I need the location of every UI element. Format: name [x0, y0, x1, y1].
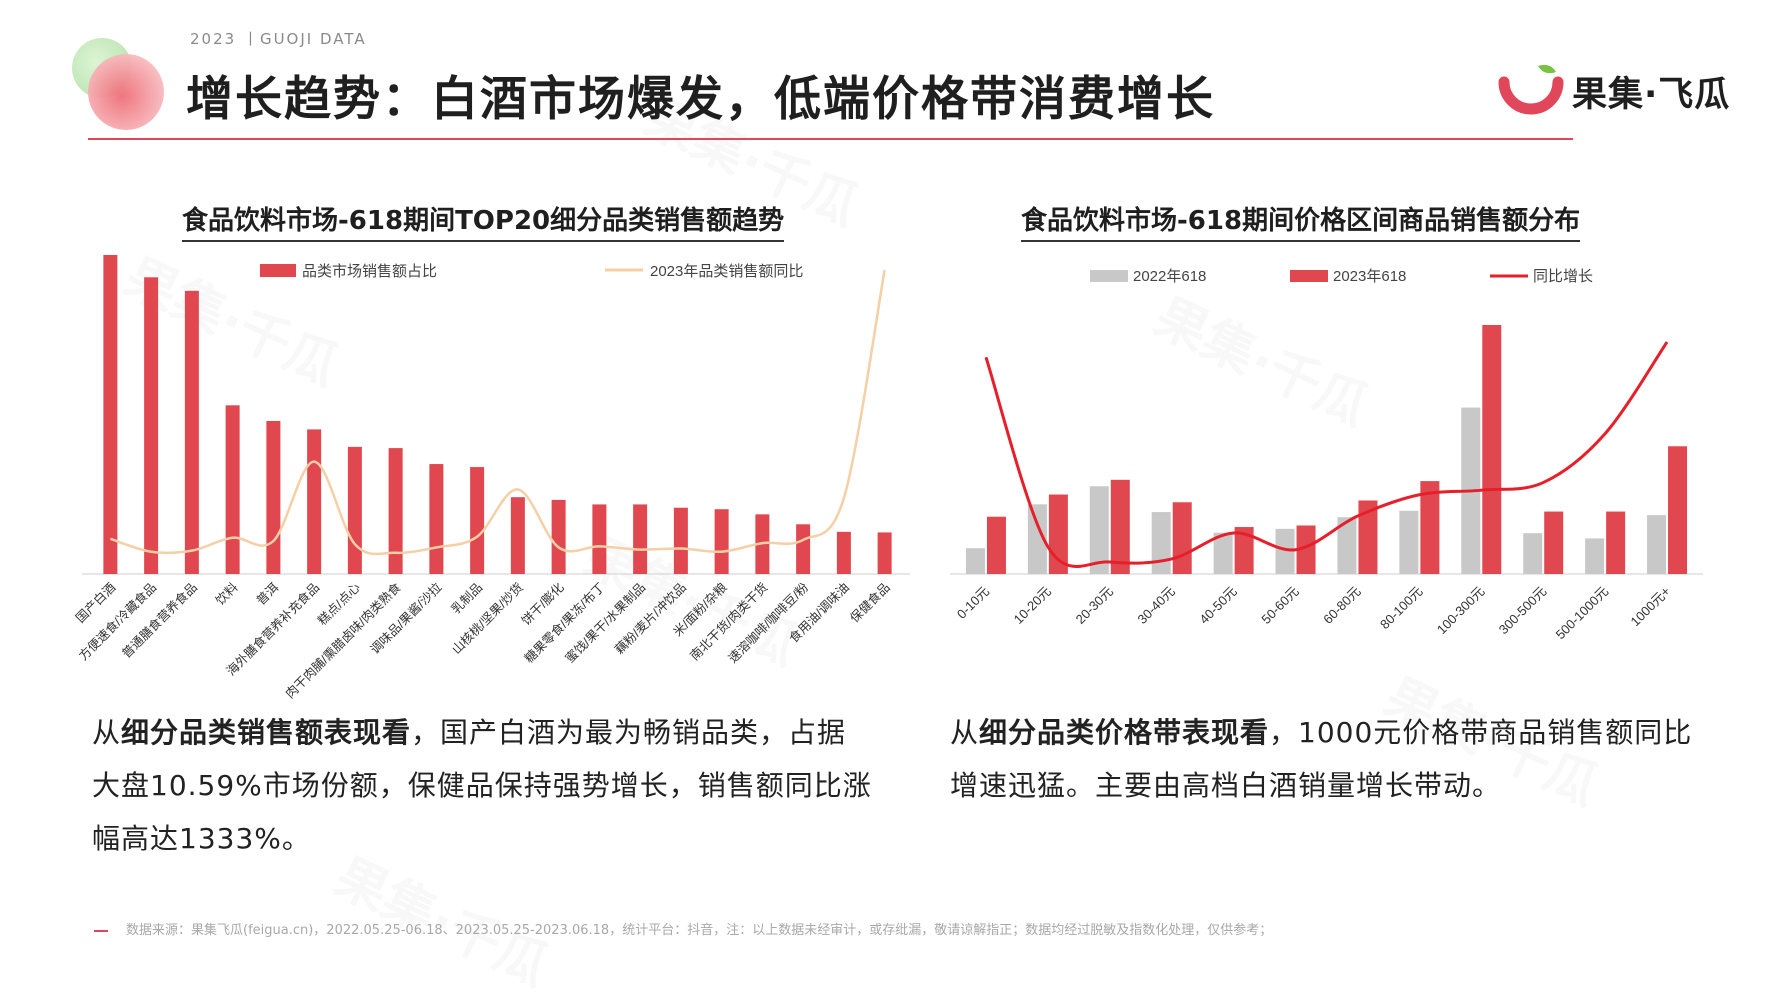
legend-label-yoy: 2023年品类销售额同比	[650, 263, 803, 280]
source-footnote: 数据来源：果集飞瓜(feigua.cn)，2022.05.25-06.18、20…	[94, 919, 1272, 938]
x-tick-label: 1000元+	[1628, 584, 1674, 630]
x-tick-label: 30-40元	[1135, 584, 1178, 627]
decorative-circle-red	[88, 54, 164, 130]
x-tick-label: 20-30元	[1073, 584, 1116, 627]
bar-2022	[1213, 532, 1233, 574]
bar-2022	[1027, 504, 1047, 574]
summary-text: ，国产白酒为最为畅销品类，占据大盘10.59%市场份额，保健品保持强势增长，销售…	[92, 716, 872, 855]
bar-2023	[1110, 479, 1130, 574]
bar-share	[388, 448, 403, 574]
line-yoy	[109, 269, 886, 556]
bar-2023	[1606, 511, 1626, 574]
bar-share	[673, 507, 688, 574]
bar-2023	[1668, 446, 1688, 574]
bar-2023	[1358, 500, 1378, 574]
bar-2022	[1089, 486, 1109, 574]
bar-share	[307, 429, 322, 574]
bar-share	[877, 532, 892, 574]
legend-label-share: 品类市场销售额占比	[302, 263, 437, 280]
bar-share	[225, 405, 240, 574]
bar-2023	[1544, 511, 1564, 574]
bar-2022	[1275, 528, 1295, 574]
bar-2023	[1420, 481, 1440, 574]
bar-2023	[1296, 525, 1316, 574]
bar-2022	[1523, 533, 1543, 574]
bar-share	[144, 277, 159, 574]
logo-icon	[1498, 64, 1564, 115]
bar-2022	[1151, 512, 1171, 574]
summary-emphasis: 细分品类销售额表现看	[121, 716, 412, 749]
bar-2022	[1647, 515, 1667, 574]
bar-share	[510, 497, 525, 574]
summary-emphasis: 细分品类价格带表现看	[979, 716, 1270, 749]
legend-swatch-share	[260, 264, 296, 277]
page-title: 增长趋势：白酒市场爆发，低端价格带消费增长	[186, 72, 1215, 127]
x-tick-label: 10-20元	[1011, 584, 1054, 627]
summary-text: 从	[92, 716, 122, 749]
price-summary: 从细分品类价格带表现看，1000元价格带商品销售额同比增速迅猛。主要由高档白酒销…	[950, 706, 1720, 812]
bar-2023	[1048, 494, 1068, 574]
bar-share	[551, 499, 566, 574]
bar-share	[470, 467, 485, 574]
x-tick-label: 40-50元	[1196, 584, 1239, 627]
legend-label-growth: 同比增长	[1533, 268, 1593, 285]
bar-share	[714, 509, 729, 574]
bar-2023	[986, 516, 1006, 574]
category-summary: 从细分品类销售额表现看，国产白酒为最为畅销品类，占据大盘10.59%市场份额，保…	[92, 706, 872, 865]
chart1-title: 食品饮料市场-618期间TOP20细分品类销售额趋势	[182, 200, 785, 242]
legend-swatch-2023	[1290, 270, 1328, 282]
summary-text: ，1000元价格带商品销售额同比增速迅猛。主要由高档白酒销量增长带动。	[950, 716, 1693, 802]
summary-text: 从	[950, 716, 980, 749]
x-tick-label: 80-100元	[1377, 584, 1425, 632]
bar-share	[184, 290, 199, 574]
bar-2022	[965, 548, 985, 574]
brand-logo: 果集·飞瓜	[1498, 60, 1730, 120]
bar-2023	[1234, 527, 1254, 574]
bar-2022	[1399, 510, 1419, 574]
x-tick-label: 100-300元	[1434, 584, 1488, 638]
legend-label-2022: 2022年618	[1133, 268, 1206, 285]
x-tick-label: 500-1000元	[1553, 584, 1612, 643]
chart2-title: 食品饮料市场-618期间价格区间商品销售额分布	[1021, 200, 1581, 242]
bar-2023	[1482, 325, 1502, 574]
bar-2023	[1172, 502, 1192, 574]
x-tick-label: 0-10元	[954, 584, 992, 622]
x-tick-label: 50-60元	[1258, 584, 1301, 627]
bar-2022	[1337, 517, 1357, 574]
bar-share	[592, 504, 607, 574]
bar-2022	[1585, 538, 1605, 574]
bar-share	[633, 504, 648, 574]
legend-label-2023: 2023年618	[1333, 268, 1406, 285]
bar-share	[103, 255, 118, 574]
logo-text: 果集·飞瓜	[1572, 75, 1731, 115]
line-growth	[984, 341, 1669, 568]
bar-share	[347, 446, 362, 574]
footer-text: 数据来源：果集飞瓜(feigua.cn)，2022.05.25-06.18、20…	[126, 923, 1273, 938]
title-divider	[88, 138, 1573, 140]
bar-share	[796, 524, 811, 574]
x-tick-label: 300-500元	[1496, 584, 1550, 638]
x-tick-label: 60-80元	[1320, 584, 1363, 627]
bar-share	[836, 531, 851, 574]
legend-swatch-2022	[1090, 270, 1128, 282]
footer-dash	[94, 929, 108, 932]
year-tag: 2023 丨GUOJI DATA	[190, 30, 367, 48]
